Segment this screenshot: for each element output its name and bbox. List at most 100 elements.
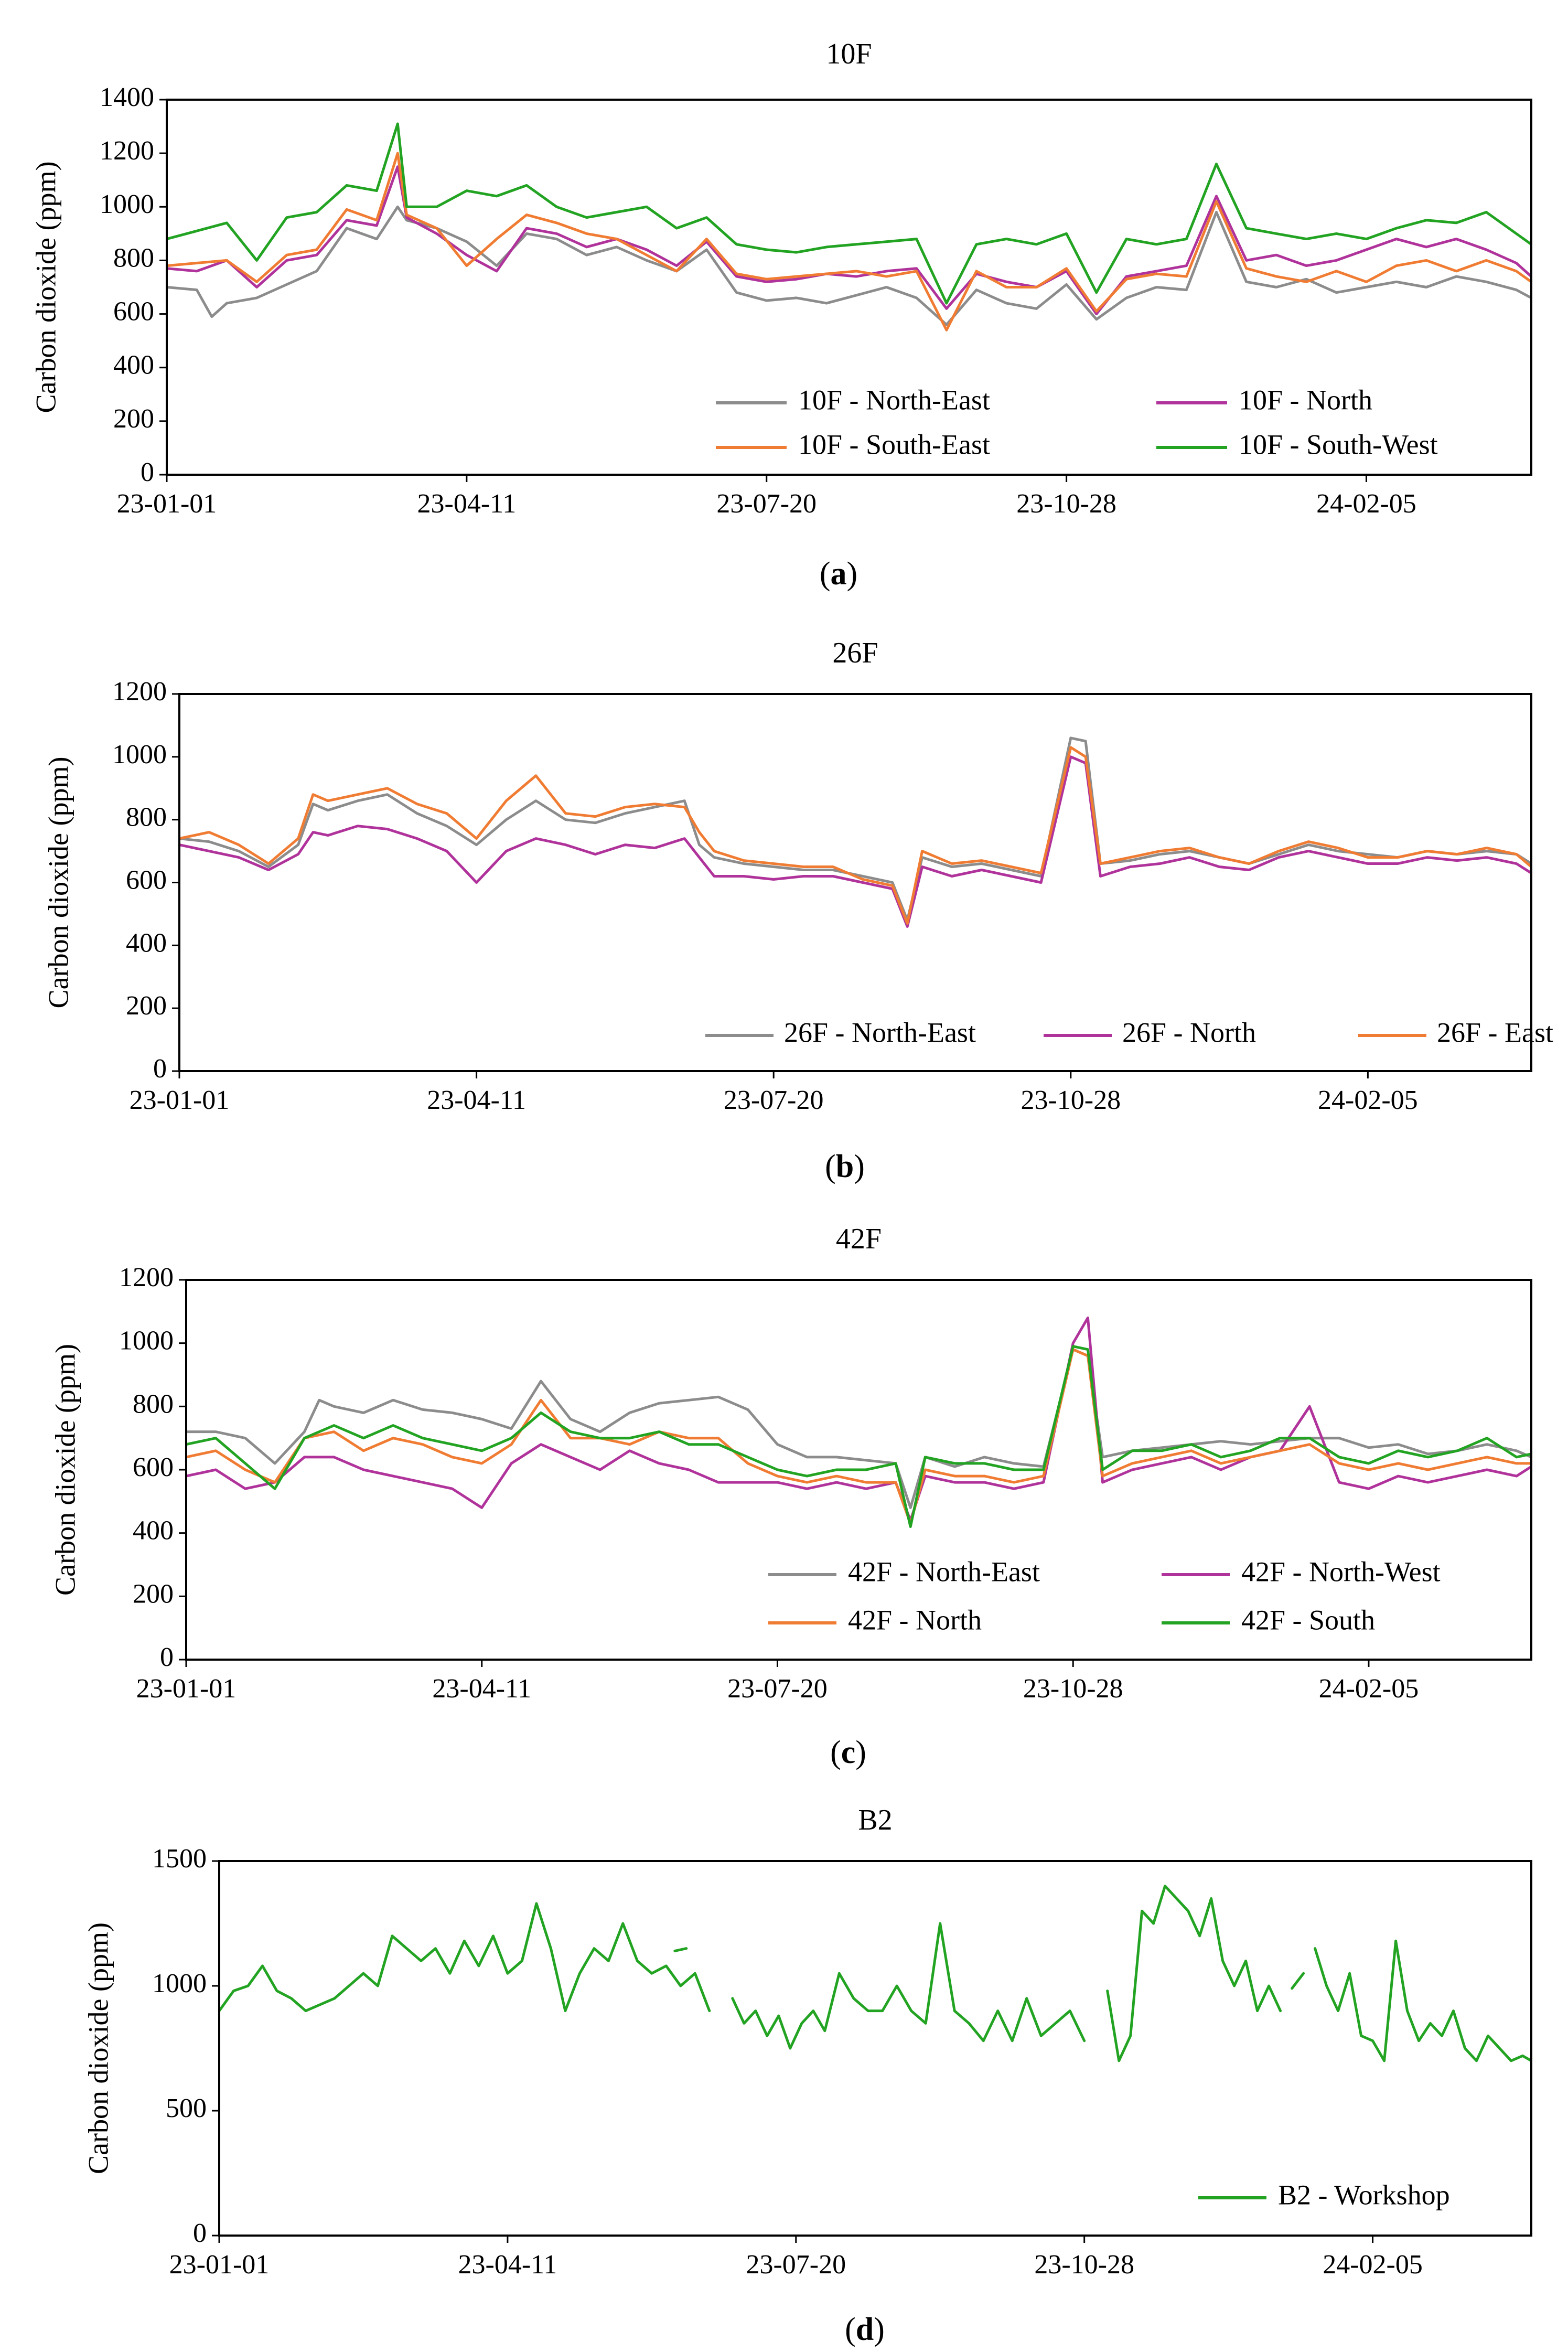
y-tick-label: 200 <box>133 1579 174 1609</box>
chart-panel-4: B2 0 500 1000 1500 23-01-01 23-04-11 23-07-20 23… <box>82 1804 1532 2347</box>
series-line-b2-workshop-seg3 <box>731 1922 1086 2050</box>
series-line-b2-workshop-seg5 <box>1291 1972 1305 1990</box>
x-tick-label: 24-02-05 <box>1319 1674 1419 1704</box>
y-axis-label: Carbon dioxide (ppm) <box>82 1922 114 2174</box>
legend-label: 42F - South <box>1241 1604 1375 1635</box>
plot-frame <box>166 99 1532 476</box>
x-tick-label: 23-10-28 <box>1023 1674 1123 1704</box>
x-tick-label: 23-01-01 <box>169 2250 270 2280</box>
x-tick-label: 23-10-28 <box>1034 2250 1134 2280</box>
x-tick-label: 23-04-11 <box>458 2250 557 2280</box>
legend-label: 10F - North-East <box>798 384 990 415</box>
legend: 10F - North-East 10F - North 10F - South-E… <box>716 384 1438 460</box>
x-tick-label: 23-07-20 <box>746 2250 846 2280</box>
y-tick-label: 1000 <box>112 740 167 769</box>
chart-title: B2 <box>858 1804 892 1836</box>
x-tick-label: 23-01-01 <box>136 1674 237 1704</box>
series-line-b2-workshop-seg6 <box>1314 1939 1531 2062</box>
y-axis-label: Carbon dioxide (ppm) <box>30 162 61 413</box>
plot-frame <box>218 1860 1532 2237</box>
series-line-10f-north-east <box>167 205 1531 326</box>
chart-title: 10F <box>826 38 872 70</box>
x-tick-label: 23-04-11 <box>427 1085 526 1115</box>
y-axis-label: Carbon dioxide (ppm) <box>49 1344 81 1596</box>
series-group <box>167 122 1531 332</box>
x-tick-label: 24-02-05 <box>1318 1085 1418 1115</box>
y-tick-label: 400 <box>126 928 167 958</box>
series-line-26f-north <box>179 755 1531 928</box>
legend: 26F - North-East 26F - North 26F - East <box>705 1017 1553 1048</box>
panel-label: (c) <box>830 1735 866 1770</box>
panel-label-letter: a <box>831 556 847 592</box>
y-tick-label: 400 <box>133 1516 174 1546</box>
y-tick-label: 400 <box>113 350 154 380</box>
chart-title: 42F <box>836 1223 882 1255</box>
legend-label: 10F - South-East <box>798 429 990 460</box>
x-tick-label: 23-07-20 <box>727 1674 828 1704</box>
legend-label: 10F - South-West <box>1239 429 1438 460</box>
y-tick-label: 1200 <box>112 677 167 707</box>
y-tick-label: 800 <box>133 1389 174 1419</box>
legend-label: 42F - North <box>848 1604 982 1635</box>
y-tick-label: 0 <box>153 1054 167 1084</box>
x-tick-label: 24-02-05 <box>1323 2250 1423 2280</box>
plot-frame <box>178 693 1532 1072</box>
y-tick-label: 1200 <box>119 1263 174 1292</box>
legend-label: 42F - North-East <box>848 1556 1040 1587</box>
series-line-10f-south-west <box>167 122 1531 305</box>
y-tick-label: 0 <box>141 457 154 487</box>
y-tick-label: 200 <box>126 991 167 1021</box>
panel-label-open: ( <box>820 556 831 592</box>
x-tick-label: 23-01-01 <box>117 489 217 519</box>
series-line-b2-workshop-seg1 <box>219 1902 711 2013</box>
y-tick-label: 500 <box>166 2093 207 2123</box>
legend-label: 42F - North-West <box>1241 1556 1441 1587</box>
series-line-42f-north <box>186 1348 1531 1525</box>
y-tick-label: 200 <box>113 404 154 434</box>
series-line-26f-north-east <box>179 736 1531 922</box>
series-line-42f-north-west <box>186 1316 1531 1522</box>
series-line-10f-south-east <box>167 152 1531 332</box>
y-tick-label: 1200 <box>100 136 154 166</box>
legend: B2 - Workshop <box>1198 2179 1450 2210</box>
panel-label-close: ) <box>847 556 858 592</box>
y-tick-label: 600 <box>133 1452 174 1482</box>
y-tick-label: 600 <box>126 865 167 895</box>
series-line-26f-east <box>179 746 1531 925</box>
series-line-b2-workshop-seg2 <box>673 1947 688 1952</box>
y-tick-label: 600 <box>113 297 154 327</box>
chart-panel-1: 10F 0 200 400 600 800 1000 1200 1400 23-01-01 23-0… <box>30 38 1532 592</box>
panel-label-close: ) <box>854 1149 865 1184</box>
y-tick-label: 800 <box>126 803 167 832</box>
panel-label-letter: c <box>841 1735 856 1770</box>
panel-label-letter: d <box>856 2312 874 2347</box>
legend-label: B2 - Workshop <box>1278 2179 1450 2210</box>
x-tick-label: 23-10-28 <box>1016 489 1116 519</box>
panel-label-open: ( <box>825 1149 836 1184</box>
panel-label: (b) <box>825 1149 865 1184</box>
series-line-10f-north <box>167 165 1531 316</box>
series-group <box>219 1885 1531 2062</box>
series-line-b2-workshop-seg4 <box>1106 1885 1282 2062</box>
panel-label-letter: b <box>836 1149 854 1184</box>
y-tick-label: 0 <box>160 1642 174 1672</box>
panel-label-open: ( <box>830 1735 841 1770</box>
y-tick-label: 800 <box>113 243 154 273</box>
y-axis-label: Carbon dioxide (ppm) <box>42 757 74 1009</box>
series-group <box>186 1316 1531 1528</box>
x-tick-label: 23-04-11 <box>432 1674 531 1704</box>
x-tick-label: 24-02-05 <box>1316 489 1416 519</box>
panel-label-close: ) <box>874 2312 885 2347</box>
legend-label: 10F - North <box>1239 384 1372 415</box>
chart-panel-2: 26F 0 200 400 600 800 1000 1200 23-01-01 23-04-11… <box>42 637 1553 1184</box>
legend-label: 26F - East <box>1437 1017 1553 1048</box>
y-tick-label: 1000 <box>119 1326 174 1356</box>
x-tick-label: 23-07-20 <box>716 489 817 519</box>
y-tick-label: 1000 <box>100 189 154 219</box>
panel-label: (d) <box>845 2312 885 2347</box>
y-tick-label: 1400 <box>100 82 154 112</box>
panel-label: (a) <box>820 556 857 592</box>
x-tick-label: 23-07-20 <box>724 1085 824 1115</box>
panel-label-open: ( <box>845 2312 856 2347</box>
